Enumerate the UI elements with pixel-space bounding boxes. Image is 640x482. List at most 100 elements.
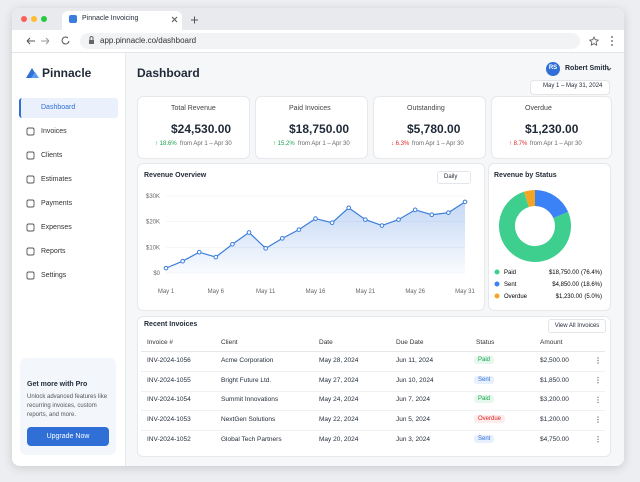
donut-slice (534, 190, 569, 219)
cell: Jun 5, 2024 (396, 416, 430, 424)
x-tick-label: May 6 (208, 289, 225, 295)
nav-item[interactable]: Payments (41, 200, 73, 207)
header-rule (141, 351, 605, 352)
row-menu-dot (597, 382, 599, 384)
tab-close[interactable] (171, 16, 178, 23)
kpi-card (491, 96, 612, 159)
lock-shackle (89, 36, 94, 40)
nav-icon (26, 223, 35, 232)
point (396, 217, 401, 222)
status-badge: Paid (474, 356, 495, 364)
forward[interactable] (41, 37, 50, 45)
row-menu-dot (597, 418, 599, 421)
kpi-change: ↑ 18.6% (155, 141, 177, 147)
point (363, 217, 368, 222)
cell: $3,200.00 (540, 396, 569, 404)
row-menu-dot (597, 421, 599, 423)
logo-accent (31, 72, 39, 78)
min-dot[interactable] (31, 16, 37, 22)
point (429, 212, 435, 218)
max-dot[interactable] (41, 16, 47, 22)
nav-active (19, 98, 118, 118)
nav-item[interactable]: Estimates (41, 176, 72, 183)
point (313, 216, 318, 221)
reload[interactable] (61, 36, 70, 45)
legend-dot (494, 281, 500, 287)
donut-slice (523, 190, 536, 208)
x-tick-label: May 31 (455, 289, 475, 295)
point (379, 223, 385, 228)
avatar[interactable] (546, 62, 560, 76)
row-menu-dot (597, 359, 599, 362)
back[interactable] (26, 37, 35, 45)
bookmark[interactable] (588, 36, 600, 46)
cell: NextGen Solutions (221, 416, 276, 424)
legend-amount: $18,750.00 (549, 270, 580, 276)
kpi-period: from Apr 1 – Apr 30 (412, 141, 464, 147)
legend-dot (494, 269, 500, 275)
url-field[interactable] (80, 33, 580, 49)
kpi-change: ↑ 8.7% (509, 141, 528, 147)
cell: $1,200.00 (540, 416, 569, 424)
column-header: Due Date (396, 339, 424, 346)
x-tick-label: May 1 (158, 289, 175, 295)
nav-icon (26, 199, 35, 208)
interval-select[interactable]: Daily (437, 171, 471, 184)
cell: Jun 11, 2024 (396, 357, 434, 364)
nav-item[interactable]: Settings (41, 272, 67, 279)
cell: Summit Innovations (221, 396, 279, 404)
point (246, 230, 252, 235)
nav-item[interactable]: Invoices (41, 128, 67, 135)
legend-percent: (76.4%) (581, 270, 602, 276)
status-badge: Paid (474, 395, 495, 404)
nav-item[interactable]: Reports (41, 248, 66, 255)
cell: Bright Future Ltd. (221, 376, 272, 384)
new-tab[interactable] (191, 16, 198, 24)
cell: Acme Corporation (221, 357, 274, 364)
legend-amount: $4,850.00 (552, 282, 579, 288)
user-name[interactable]: Robert Smith (565, 65, 609, 72)
cell: May 24, 2024 (319, 396, 359, 404)
legend-label: Paid (504, 270, 516, 276)
point (412, 207, 418, 213)
kpi-value: $1,230.00 (525, 122, 579, 136)
nav-item[interactable]: Clients (41, 152, 63, 159)
user-chevron[interactable] (606, 67, 612, 71)
date-picker[interactable] (530, 80, 610, 95)
invoices-card (137, 316, 611, 457)
cell: $4,750.00 (540, 435, 569, 443)
menu[interactable] (611, 36, 613, 46)
cell: May 22, 2024 (319, 416, 359, 424)
promo-title: Get more with Pro (27, 381, 88, 388)
upgrade-button[interactable]: Upgrade Now (27, 427, 109, 446)
chart-title: Revenue by Status (494, 172, 557, 179)
status-badge: Overdue (474, 415, 506, 424)
nav-item[interactable]: Expenses (41, 224, 72, 231)
row-menu-dot (597, 379, 599, 381)
kpi-value: $5,780.00 (407, 122, 461, 136)
brand: Pinnacle (42, 66, 92, 80)
cell: Jun 3, 2024 (396, 435, 430, 443)
cell: INV-2024-1055 (147, 376, 191, 384)
url: app.pinnacle.co/dashboard (100, 36, 197, 45)
donut-slice (499, 191, 571, 262)
row-menu-dot (597, 396, 599, 399)
point (213, 254, 219, 260)
y-tick-label: $20K (146, 220, 160, 226)
promo-text: Unlock advanced features like recurring … (27, 394, 108, 418)
tab[interactable] (62, 11, 182, 30)
cell: $2,500.00 (540, 357, 569, 364)
view-all-button[interactable]: View All Invoices (548, 319, 606, 333)
status-badge: Sent (474, 375, 495, 384)
legend-label: Sent (504, 282, 517, 288)
close-dot[interactable] (21, 16, 27, 22)
kpi-change: ↓ 6.3% (391, 141, 410, 147)
cell: May 20, 2024 (319, 435, 359, 443)
nav-item[interactable]: Dashboard (41, 104, 76, 111)
kpi-change: ↑ 15.2% (273, 141, 295, 147)
column-header: Amount (540, 339, 563, 346)
legend-amount: $1,230.00 (556, 294, 583, 300)
column-header: Status (476, 339, 495, 346)
